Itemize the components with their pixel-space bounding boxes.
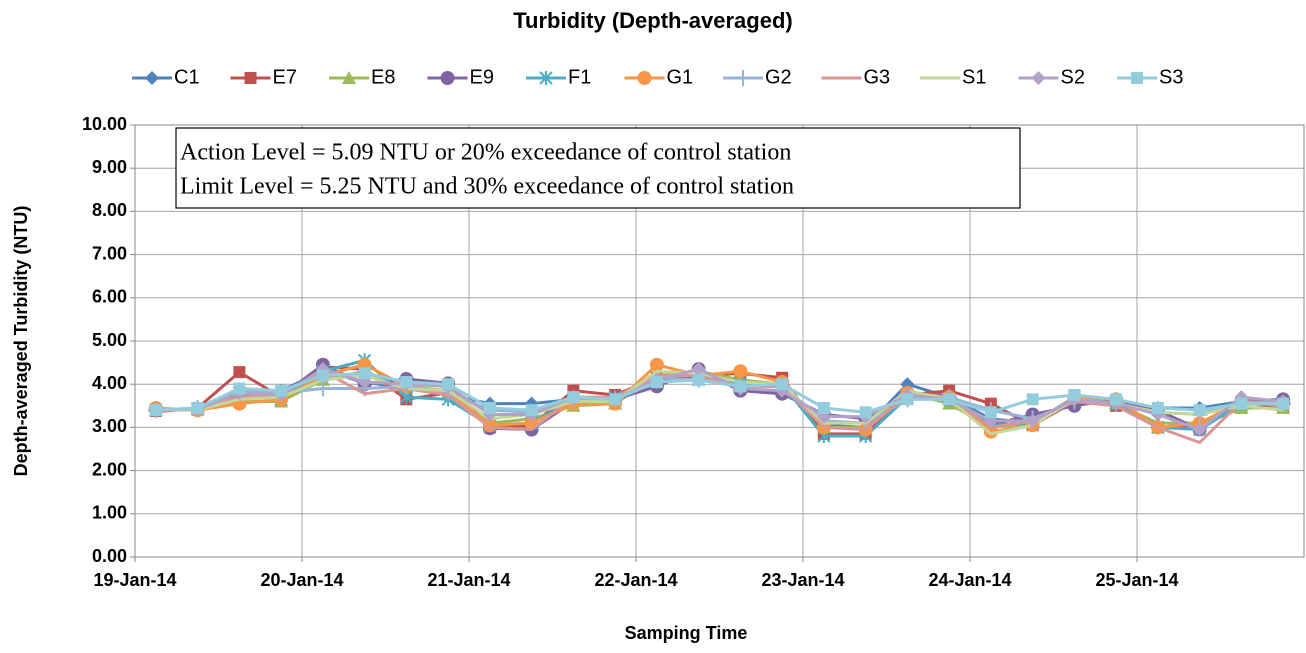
legend-label: F1 (568, 66, 591, 88)
marker (316, 369, 329, 382)
marker (342, 71, 356, 84)
x-tick-label: 25-Jan-14 (1095, 570, 1178, 590)
marker (567, 391, 580, 404)
annotation: Action Level = 5.09 NTU or 20% exceedanc… (180, 140, 791, 166)
marker (984, 406, 997, 419)
marker (650, 376, 663, 389)
y-tick-label: 2.00 (92, 459, 127, 479)
marker (314, 380, 331, 397)
marker (145, 71, 159, 85)
x-tick-label: 24-Jan-14 (928, 570, 1011, 590)
y-tick-label: 1.00 (92, 503, 127, 523)
legend-label: G1 (667, 66, 694, 88)
marker (440, 71, 455, 85)
marker (735, 70, 751, 86)
marker (483, 401, 496, 414)
y-tick-label: 7.00 (92, 243, 127, 263)
y-tick-label: 9.00 (92, 157, 127, 177)
marker (901, 393, 914, 406)
series-line (155, 369, 1284, 445)
x-tick-label: 21-Jan-14 (427, 570, 510, 590)
x-tick-label: 22-Jan-14 (594, 570, 677, 590)
legend-label: S3 (1159, 66, 1183, 88)
marker (776, 378, 789, 391)
legend-label: E9 (470, 66, 494, 88)
chart-title: Turbidity (Depth-averaged) (513, 8, 793, 33)
marker (1235, 397, 1248, 410)
marker (233, 366, 246, 379)
legend-label: C1 (174, 66, 200, 88)
marker (1193, 404, 1206, 417)
y-tick-label: 5.00 (92, 330, 127, 350)
marker (442, 378, 455, 391)
legend-label: S2 (1061, 66, 1085, 88)
marker (691, 362, 706, 377)
marker (1026, 393, 1039, 406)
plot-border (134, 124, 1305, 558)
y-tick-label: 10.00 (82, 114, 127, 134)
marker (525, 404, 538, 417)
y-axis-title: Depth-averaged Turbidity (NTU) (11, 206, 31, 477)
marker (637, 71, 652, 85)
plot-lines (147, 353, 1292, 445)
legend-label: S1 (962, 66, 986, 88)
y-tick-label: 0.00 (92, 546, 127, 566)
legend-label: G3 (864, 66, 891, 88)
y-tick-label: 4.00 (92, 373, 127, 393)
legend: C1 E7 E8 E9 F1 G1 G2 G3 S1 S2 S3 (132, 66, 1183, 88)
legend-label: E7 (273, 66, 297, 88)
legend-label: G2 (765, 66, 792, 88)
y-tick-label: 8.00 (92, 200, 127, 220)
marker (943, 393, 956, 406)
marker (1068, 389, 1081, 401)
marker (400, 376, 413, 389)
marker (244, 72, 257, 84)
marker (191, 401, 204, 414)
x-tick-label: 19-Jan-14 (93, 570, 176, 590)
marker (1192, 422, 1207, 437)
y-tick-label: 6.00 (92, 287, 127, 307)
marker (1031, 71, 1046, 85)
marker (275, 384, 288, 397)
marker (609, 393, 622, 406)
marker (859, 406, 872, 419)
marker (649, 357, 664, 372)
annotation-box (175, 127, 1021, 209)
x-axis-title: Samping Time (625, 623, 748, 643)
legend-label: E8 (371, 66, 395, 88)
marker (1131, 72, 1143, 84)
annotation: Limit Level = 5.25 NTU and 30% exceedanc… (180, 174, 794, 200)
marker (1151, 401, 1164, 414)
y-tick-label: 3.00 (92, 416, 127, 436)
x-tick-label: 20-Jan-14 (260, 570, 343, 590)
marker (1025, 413, 1040, 428)
marker (1110, 393, 1123, 406)
marker (358, 367, 371, 380)
marker (233, 382, 246, 395)
marker (1277, 397, 1290, 410)
marker (149, 404, 162, 417)
x-tick-label: 23-Jan-14 (761, 570, 844, 590)
marker (692, 373, 705, 386)
marker (817, 401, 830, 414)
series-line (155, 371, 1284, 414)
marker (733, 364, 748, 379)
marker (539, 71, 553, 85)
marker (734, 380, 747, 393)
